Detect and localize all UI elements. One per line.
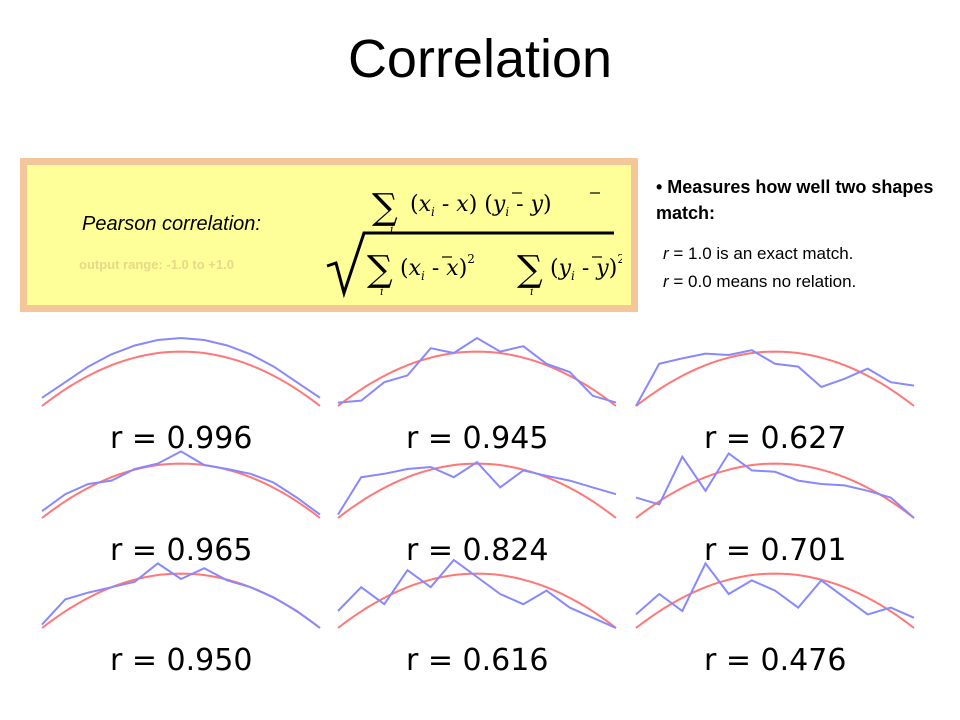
bullet-text: • Measures how well two shapes match:: [656, 177, 934, 223]
correlation-label: r = 0.965: [110, 533, 252, 568]
svg-text:∑: ∑: [372, 187, 398, 228]
reference-curve: [635, 350, 915, 407]
reference-curve: [337, 572, 617, 629]
page-title: Correlation: [347, 29, 613, 89]
pearson-label: Pearson correlation:: [82, 213, 261, 235]
svg-text:(xi - x) (yi - y): (xi - x) (yi - y): [410, 192, 552, 219]
correlation-panel: r = 0.945: [337, 336, 617, 456]
correlation-panel: r = 0.616: [337, 558, 617, 678]
data-series-line: [337, 460, 617, 516]
correlation-label: r = 0.627: [704, 421, 846, 456]
exact-match-line: r = 1.0 is an exact match.: [663, 244, 853, 264]
data-series-line: [337, 558, 617, 629]
data-series-line: [635, 561, 915, 619]
exact-match-text: = 1.0 is an exact match.: [668, 244, 854, 263]
correlation-label: r = 0.950: [110, 643, 252, 678]
r-symbol: r: [663, 272, 669, 291]
data-series-line: [635, 451, 915, 519]
data-series-line: [41, 336, 321, 399]
data-series-line: [41, 562, 321, 629]
correlation-label: r = 0.945: [406, 421, 548, 456]
correlation-examples-grid: r = 0.996 r = 0.945 r = 0.627 r = 0.965 r = …: [41, 336, 915, 678]
svg-text:∑: ∑: [367, 249, 393, 290]
reference-curve: [41, 350, 321, 407]
correlation-label: r = 0.476: [704, 643, 846, 678]
reference-curve: [41, 462, 321, 519]
correlation-panel: r = 0.965: [41, 450, 321, 568]
correlation-label: r = 0.996: [110, 421, 252, 456]
output-range-label: output range: -1.0 to +1.0: [79, 257, 234, 272]
data-series-line: [41, 450, 321, 516]
formula-box: Pearson correlation: output range: -1.0 …: [20, 158, 638, 312]
correlation-panel: r = 0.701: [635, 451, 915, 568]
correlation-label: r = 0.701: [704, 533, 846, 568]
correlation-panel: r = 0.950: [41, 562, 321, 678]
correlation-panel: r = 0.476: [635, 561, 915, 678]
correlation-label: r = 0.616: [406, 643, 548, 678]
no-relation-line: r = 0.0 means no relation.: [663, 272, 856, 292]
reference-curve: [337, 350, 617, 407]
correlation-label: r = 0.824: [406, 533, 548, 568]
pearson-formula: ∑ i (xi - x) (yi - y) ∑ i (xi - x)2 ∑ i …: [326, 187, 622, 299]
correlation-panel: r = 0.627: [635, 349, 915, 456]
svg-text:(yi - y)2: (yi - y)2: [550, 252, 622, 283]
reference-curve: [635, 572, 915, 629]
svg-text:∑: ∑: [517, 249, 543, 290]
correlation-panel: r = 0.824: [337, 460, 617, 568]
svg-text:i: i: [530, 285, 534, 298]
reference-curve: [337, 462, 617, 519]
no-relation-text: = 0.0 means no relation.: [668, 272, 857, 291]
svg-text:i: i: [390, 223, 394, 236]
correlation-panel: r = 0.996: [41, 336, 321, 456]
svg-text:i: i: [380, 285, 384, 298]
data-series-line: [635, 349, 915, 407]
data-series-line: [337, 336, 617, 404]
svg-text:(xi - x)2: (xi - x)2: [400, 252, 475, 283]
r-symbol: r: [663, 244, 669, 263]
reference-curve: [635, 462, 915, 519]
